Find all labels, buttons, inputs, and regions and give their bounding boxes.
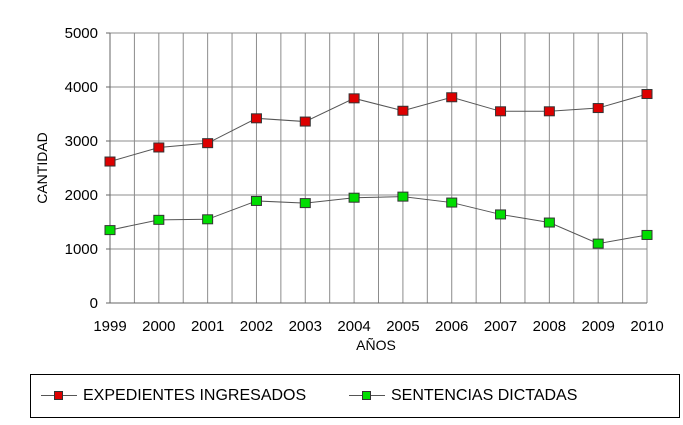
data-point-marker — [397, 105, 409, 116]
data-point-marker — [250, 195, 262, 206]
data-point-marker — [299, 116, 311, 127]
x-tick-label: 1999 — [93, 318, 126, 335]
data-point-marker — [299, 198, 311, 209]
data-point-marker — [446, 92, 458, 103]
axes: 0 1000 2000 3000 4000 5000 1999 2000 2001 2002 200… — [65, 25, 664, 335]
y-tick-label: 4000 — [65, 79, 98, 96]
data-point-marker — [641, 89, 653, 100]
data-point-marker — [153, 142, 165, 153]
legend-item-expedientes: EXPEDIENTES INGRESADOS — [41, 385, 306, 407]
series-layer — [104, 89, 653, 249]
data-point-marker — [348, 93, 360, 104]
y-tick-label: 3000 — [65, 133, 98, 150]
series-line-0 — [109, 93, 648, 163]
y-tick-label: 5000 — [65, 25, 98, 42]
data-point-marker — [397, 191, 409, 202]
data-point-marker — [495, 106, 507, 117]
x-tick-label: 2009 — [581, 318, 614, 335]
legend-label-expedientes: EXPEDIENTES INGRESADOS — [83, 387, 307, 404]
data-point-marker — [495, 209, 507, 220]
x-tick-label: 2004 — [337, 318, 370, 335]
x-tick-label: 2001 — [191, 318, 224, 335]
legend: EXPEDIENTES INGRESADOS SENTENCIAS DICTAD… — [30, 374, 680, 418]
y-tick-label: 0 — [90, 295, 98, 312]
x-tick-label: 2002 — [240, 318, 273, 335]
grid — [109, 32, 648, 304]
legend-item-sentencias: SENTENCIAS DICTADAS — [349, 385, 577, 407]
data-point-marker — [446, 197, 458, 208]
x-tick-label: 2007 — [484, 318, 517, 335]
x-tick-label: 2008 — [533, 318, 566, 335]
legend-label-sentencias: SENTENCIAS DICTADAS — [391, 387, 578, 404]
y-tick-label: 2000 — [65, 187, 98, 204]
legend-swatch-expedientes — [41, 385, 77, 407]
x-axis-title: AÑOS — [356, 337, 396, 353]
data-point-marker — [543, 106, 555, 117]
data-point-marker — [641, 229, 653, 240]
data-point-marker — [250, 113, 262, 124]
x-tick-label: 2006 — [435, 318, 468, 335]
data-point-marker — [202, 214, 214, 225]
legend-swatch-sentencias — [349, 385, 385, 407]
data-point-marker — [348, 192, 360, 203]
x-tick-label: 2005 — [386, 318, 419, 335]
y-axis-title: CANTIDAD — [34, 132, 50, 204]
data-point-marker — [202, 138, 214, 149]
data-point-marker — [104, 225, 116, 236]
series-line-1 — [109, 196, 648, 245]
x-tick-label: 2003 — [289, 318, 322, 335]
line-chart: 0 1000 2000 3000 4000 5000 1999 2000 2001 2002 200… — [34, 25, 664, 353]
y-tick-label: 1000 — [65, 241, 98, 258]
x-tick-label: 2000 — [142, 318, 175, 335]
data-point-marker — [592, 103, 604, 114]
data-point-marker — [104, 156, 116, 167]
data-point-marker — [592, 238, 604, 249]
data-point-marker — [153, 214, 165, 225]
data-point-marker — [543, 217, 555, 228]
x-tick-label: 2010 — [630, 318, 663, 335]
